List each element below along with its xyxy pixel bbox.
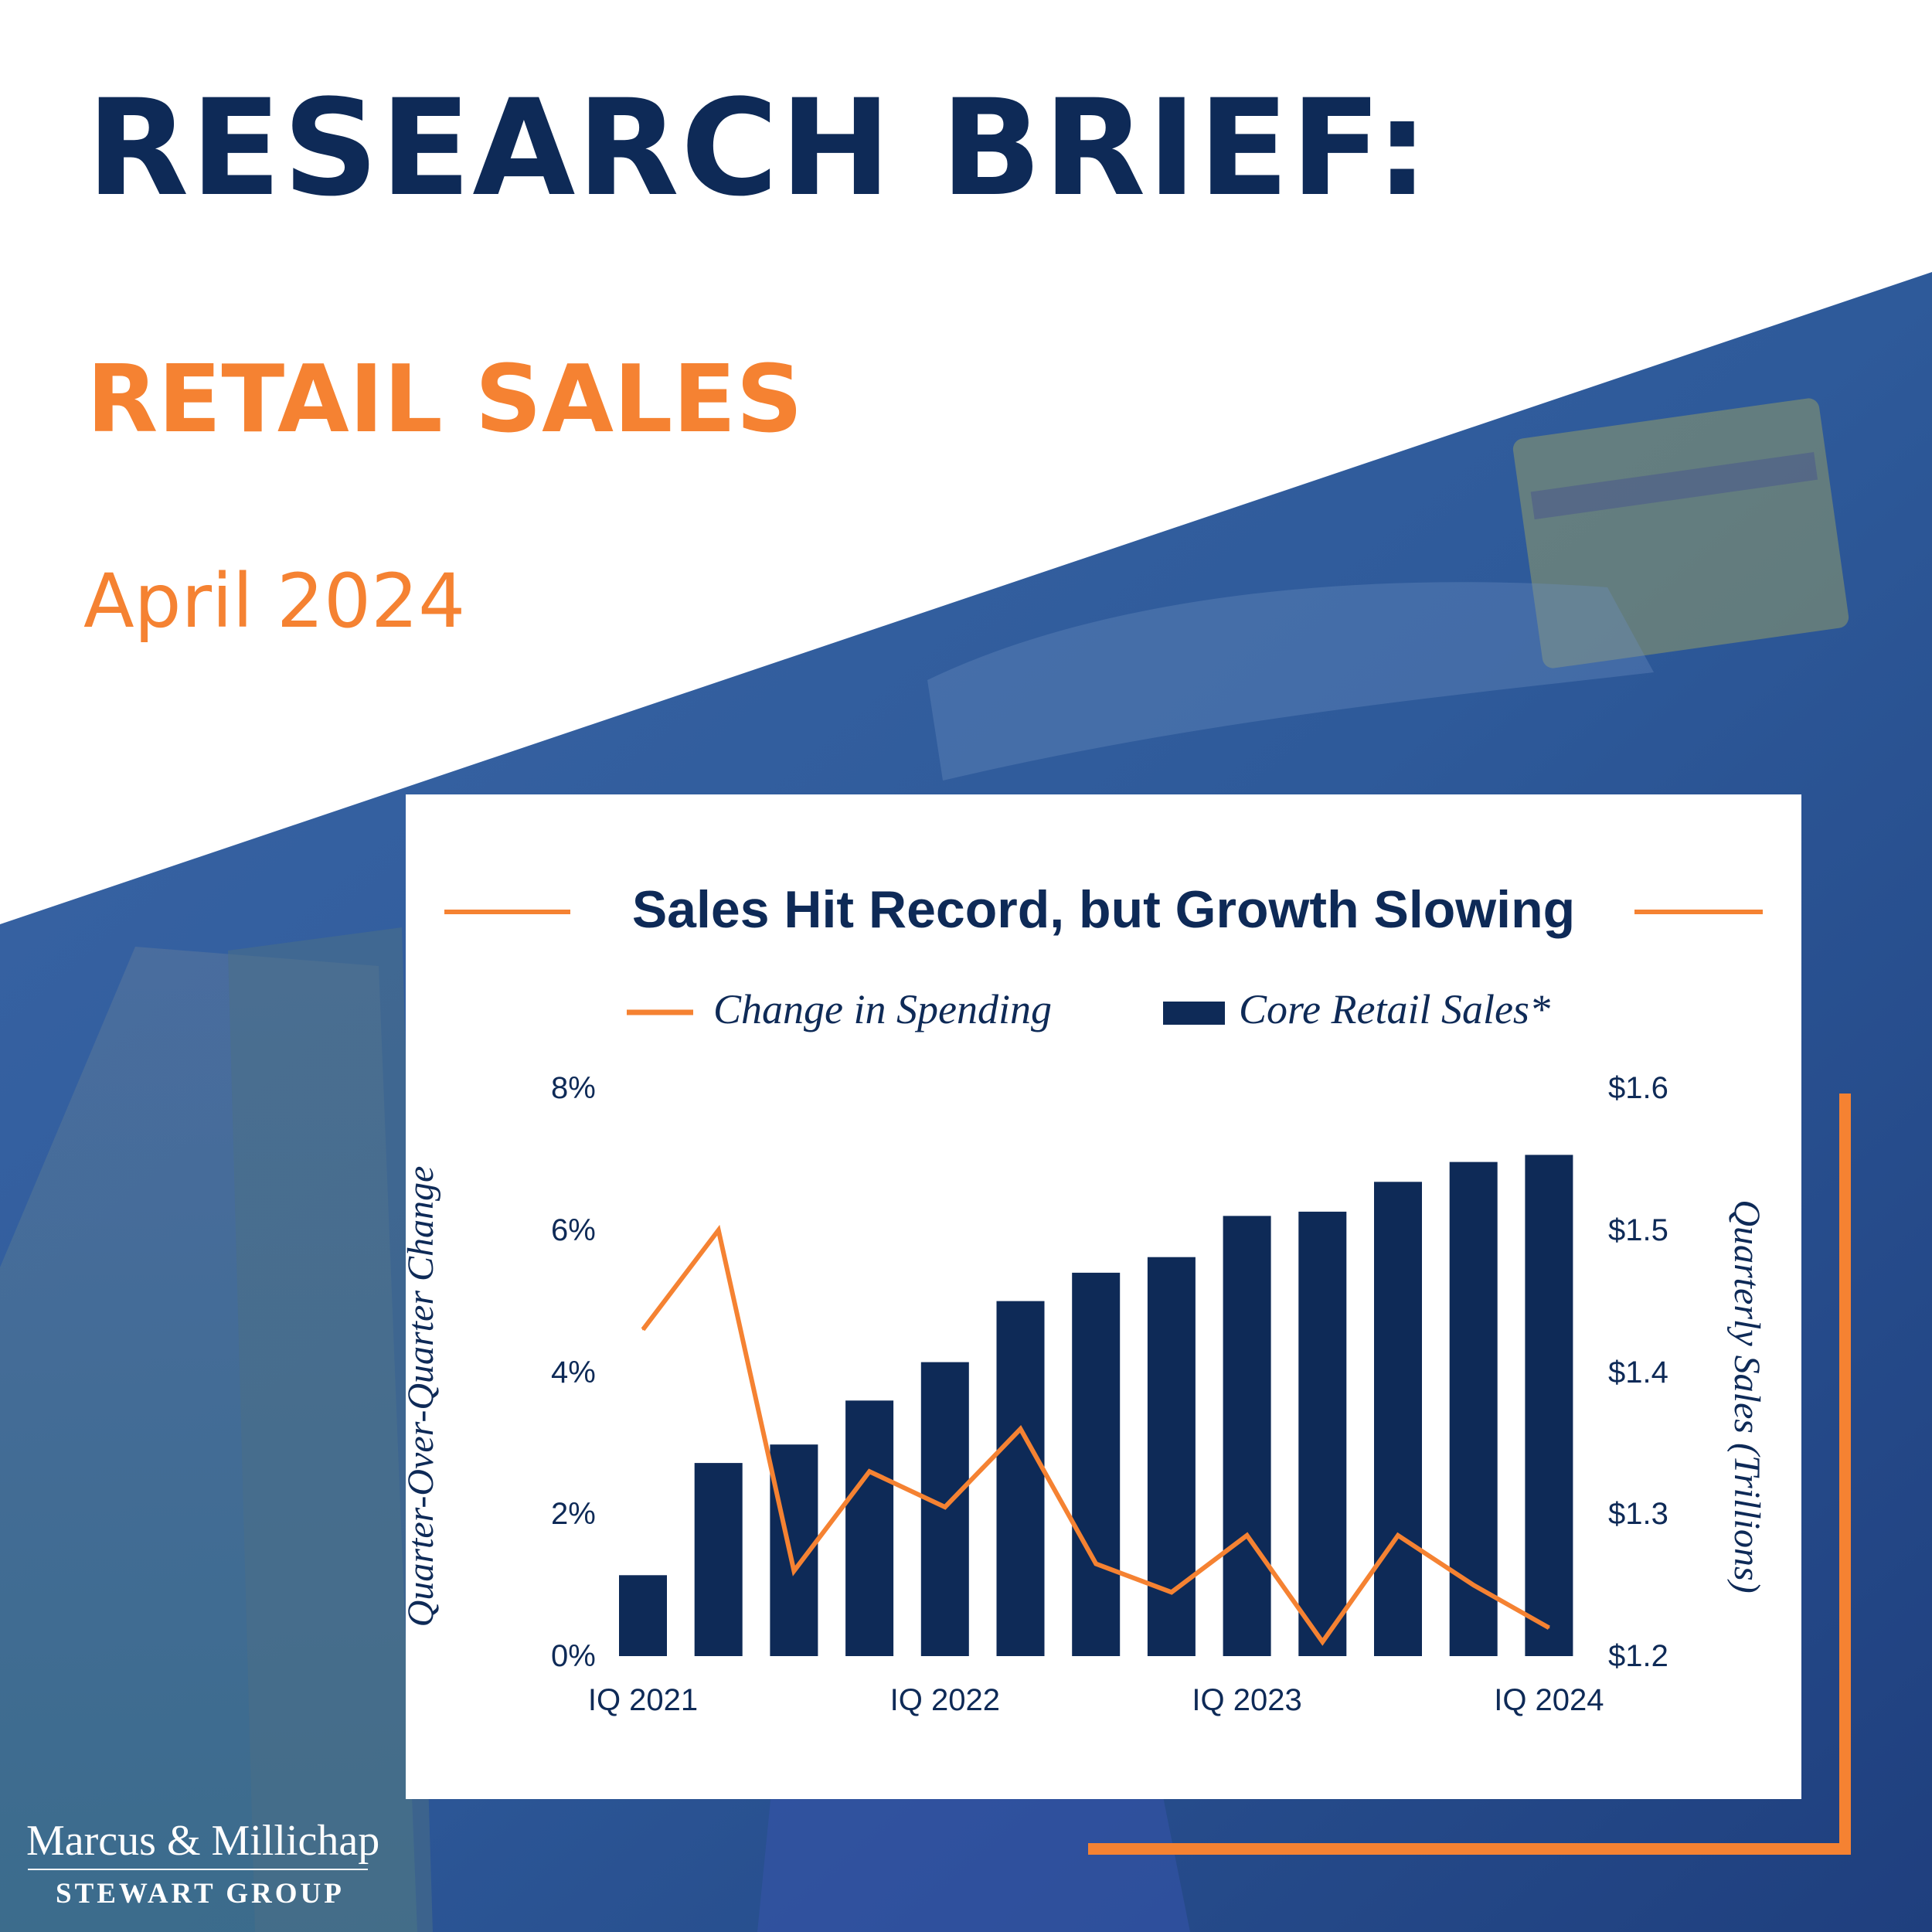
credit-card-stripe	[1530, 452, 1818, 520]
y-axis-left-label: Quarter-Over-Quarter Change	[400, 1165, 441, 1628]
y-right-tick-label: $1.6	[1608, 1071, 1668, 1105]
y-right-tick-label: $1.5	[1608, 1213, 1668, 1247]
y-left-tick-label: 4%	[551, 1355, 596, 1389]
line-point-12	[1472, 1584, 1475, 1587]
logo-wordmark: Marcus & Millichap	[26, 1817, 380, 1865]
legend-bar-marker	[1163, 1002, 1225, 1025]
y-left-tick-label: 2%	[551, 1497, 596, 1532]
y-left-tick-label: 6%	[551, 1213, 596, 1247]
legend-label-change-in-spending: Change in Spending	[713, 986, 1052, 1032]
chart-title: Sales Hit Record, but Growth Slowing	[631, 880, 1576, 939]
shopping-bag-shape	[757, 1777, 1190, 1932]
y-axis-right-label: Quarterly Sales (Trillions)	[1726, 1199, 1767, 1594]
logo-divider	[28, 1869, 368, 1870]
chart-canvas	[444, 910, 1763, 1656]
bar-6	[996, 1301, 1045, 1656]
bar-11	[1374, 1182, 1422, 1656]
bar-7	[1072, 1272, 1121, 1656]
bar-13	[1525, 1155, 1573, 1656]
legend-label-core-retail-sales: Core Retail Sales*	[1239, 986, 1550, 1032]
x-tick-label: IQ 2021	[587, 1683, 699, 1717]
bar-1	[619, 1575, 667, 1656]
line-point-5	[944, 1506, 946, 1509]
line-point-3	[793, 1570, 795, 1572]
shopping-bag-shape	[228, 927, 433, 1932]
line-point-4	[869, 1471, 871, 1473]
line-point-13	[1548, 1627, 1550, 1629]
line-point-9	[1246, 1534, 1248, 1536]
bar-4	[845, 1400, 894, 1656]
x-tick-label: IQ 2022	[889, 1683, 1000, 1717]
line-point-10	[1321, 1641, 1324, 1643]
line-point-6	[1019, 1428, 1022, 1430]
hand-shape	[927, 582, 1654, 781]
y-right-tick-label: $1.3	[1608, 1497, 1668, 1532]
y-left-tick-label: 8%	[551, 1071, 596, 1105]
x-tick-label: IQ 2024	[1494, 1683, 1604, 1717]
y-right-tick-label: $1.2	[1608, 1639, 1668, 1673]
line-point-2	[717, 1229, 719, 1231]
line-point-1	[642, 1328, 644, 1331]
line-point-11	[1397, 1534, 1399, 1536]
bar-8	[1147, 1257, 1196, 1656]
bars-group	[619, 1155, 1573, 1656]
brief-date: April 2024	[83, 558, 466, 645]
bar-9	[1223, 1216, 1271, 1656]
line-point-7	[1095, 1563, 1097, 1565]
y-right-tick-label: $1.4	[1608, 1355, 1668, 1389]
bar-12	[1449, 1162, 1498, 1656]
bar-10	[1298, 1211, 1347, 1656]
logo-subtitle: STEWART GROUP	[56, 1878, 345, 1910]
line-group	[641, 1224, 1550, 1646]
brief-subtitle: RETAIL SALES	[87, 346, 803, 454]
x-tick-label: IQ 2023	[1192, 1683, 1302, 1717]
bar-2	[694, 1463, 743, 1656]
line-point-8	[1170, 1591, 1172, 1594]
y-left-tick-label: 0%	[551, 1639, 596, 1673]
brief-title: RESEARCH BRIEF:	[87, 70, 1430, 226]
chart-panel: Sales Hit Record, but Growth Slowing Cha…	[400, 794, 1801, 1799]
